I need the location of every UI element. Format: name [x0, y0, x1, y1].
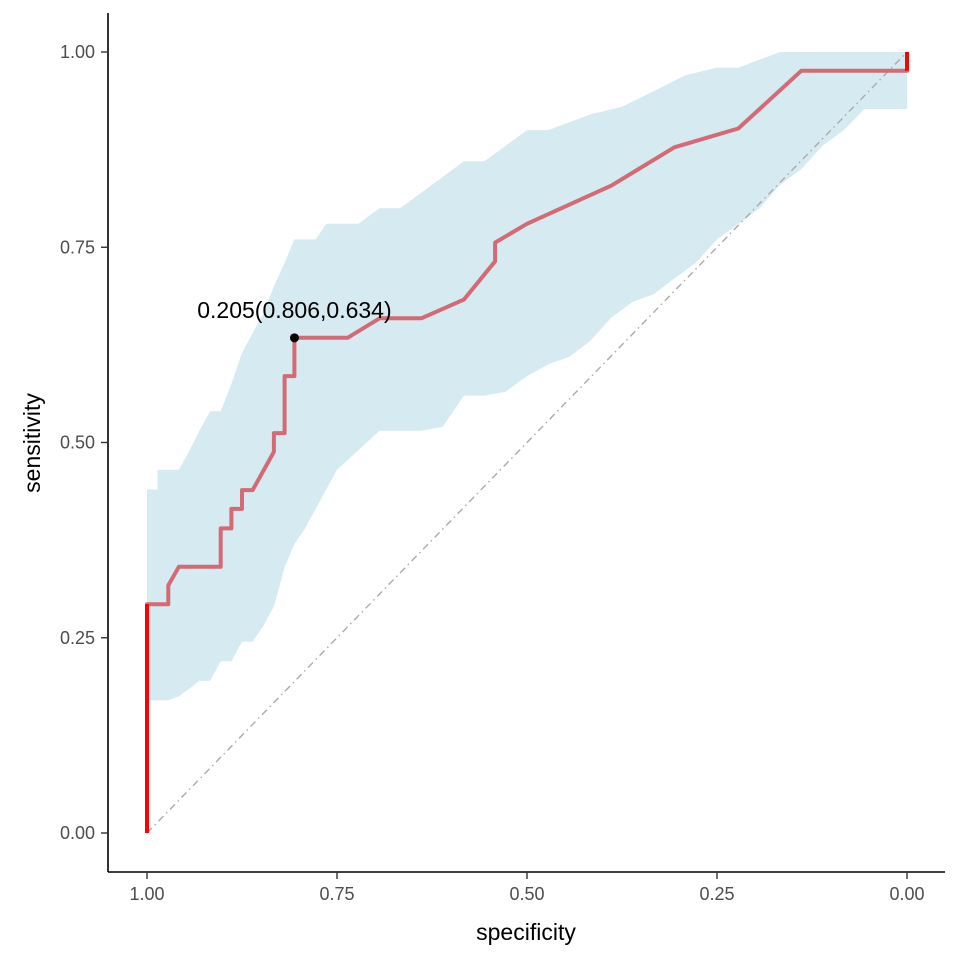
y-tick-label: 0.25 [60, 628, 95, 648]
x-tick-label: 0.00 [889, 884, 924, 904]
threshold-label: 0.205(0.806,0.634) [197, 297, 391, 323]
x-tick-label: 1.00 [129, 884, 164, 904]
x-ticks: 1.00 0.75 0.50 0.25 0.00 [129, 872, 925, 904]
axes: 1.00 0.75 0.50 0.25 0.00 0.000.250.500.751.0… [19, 13, 945, 945]
reference-diagonal [146, 51, 908, 834]
confidence-band [147, 52, 907, 701]
x-tick-label: 0.75 [319, 884, 354, 904]
y-ticks: 0.00 0.25 0.50 0.75 1.00 [60, 42, 108, 843]
threshold-point [289, 333, 299, 343]
y-tick-label: 0.50 [60, 433, 95, 453]
x-axis-title: specificity [476, 919, 576, 945]
y-axis-title: sensitivity [19, 393, 45, 493]
roc-curve [145, 52, 909, 833]
y-tick-label: 0.75 [60, 237, 95, 257]
plot-area: 0.205(0.806,0.634) [145, 51, 909, 834]
x-tick-label: 0.50 [509, 884, 544, 904]
y-tick-label: 1.00 [60, 42, 95, 62]
x-tick-label: 0.25 [699, 884, 734, 904]
y-tick-label: 0.00 [60, 823, 95, 843]
